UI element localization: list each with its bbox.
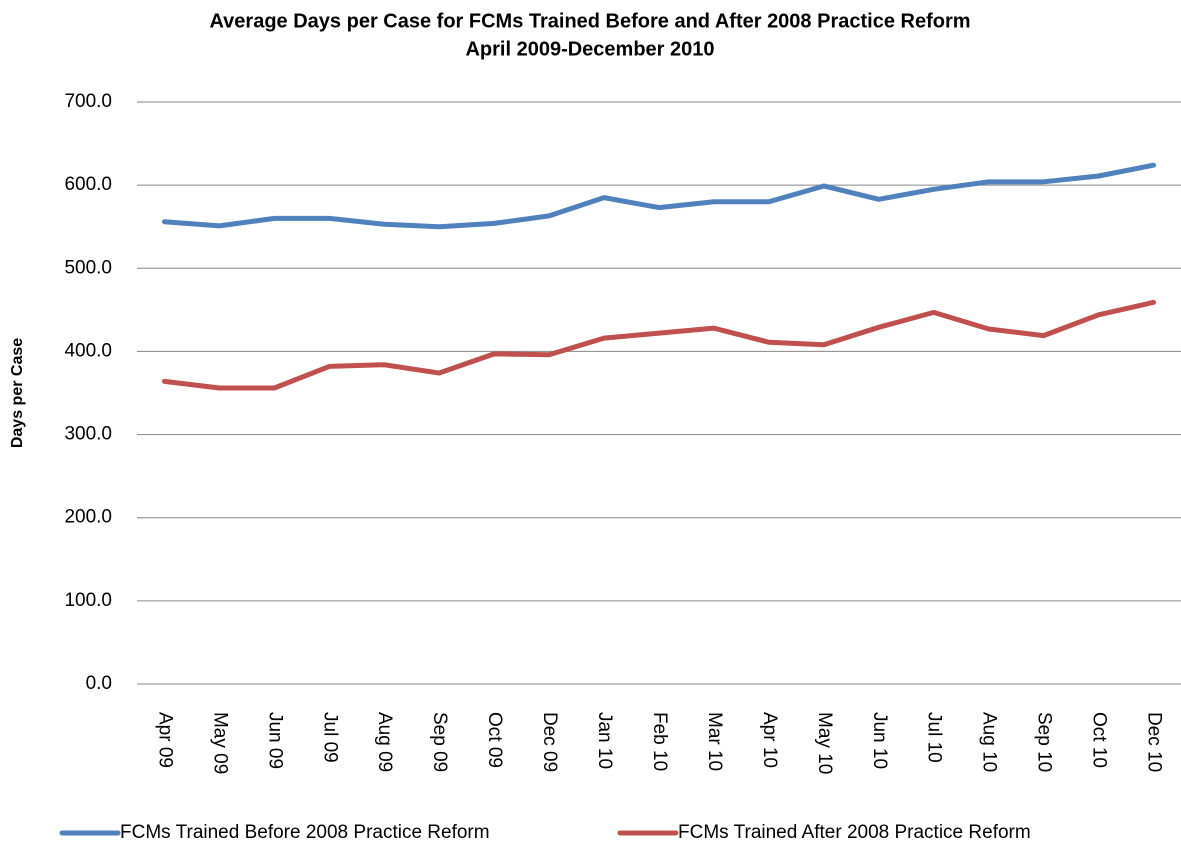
x-tick-label: Aug 10 [979,712,1000,772]
chart-subtitle: April 2009-December 2010 [465,38,714,60]
x-tick-label: Feb 10 [649,712,670,771]
y-tick-label: 600.0 [64,174,112,195]
chart-title: Average Days per Case for FCMs Trained B… [209,10,970,32]
x-tick-label: Jun 09 [264,712,285,769]
y-tick-label: 300.0 [64,424,112,445]
x-tick-label: Mar 10 [704,712,725,771]
y-tick-label: 100.0 [64,590,112,611]
x-tick-label: Jul 10 [924,712,945,763]
x-tick-label: Apr 09 [154,712,175,768]
x-tick-label: Oct 09 [484,712,505,768]
x-tick-label: Dec 09 [539,712,560,772]
x-tick-label: Sep 09 [429,712,450,772]
legend-label: FCMs Trained After 2008 Practice Reform [678,822,1031,843]
y-axis-title: Days per Case [9,338,26,448]
x-tick-label: Dec 10 [1144,712,1165,772]
x-tick-label: Jun 10 [869,712,890,769]
x-tick-label: May 10 [814,712,835,774]
y-tick-label: 700.0 [64,91,112,112]
x-tick-label: May 09 [209,712,230,774]
x-tick-label: Aug 09 [374,712,395,772]
data-line [161,299,1157,391]
legend-label: FCMs Trained Before 2008 Practice Reform [120,822,490,843]
y-tick-label: 0.0 [86,673,112,694]
y-tick-label: 500.0 [64,257,112,278]
x-tick-label: Apr 10 [759,712,780,768]
x-tick-label: Jul 09 [319,712,340,763]
data-line [161,162,1157,230]
y-tick-label: 200.0 [64,507,112,528]
y-tick-label: 400.0 [64,340,112,361]
x-tick-label: Jan 10 [594,712,615,769]
x-tick-label: Sep 10 [1034,712,1055,772]
x-tick-label: Oct 10 [1089,712,1110,768]
